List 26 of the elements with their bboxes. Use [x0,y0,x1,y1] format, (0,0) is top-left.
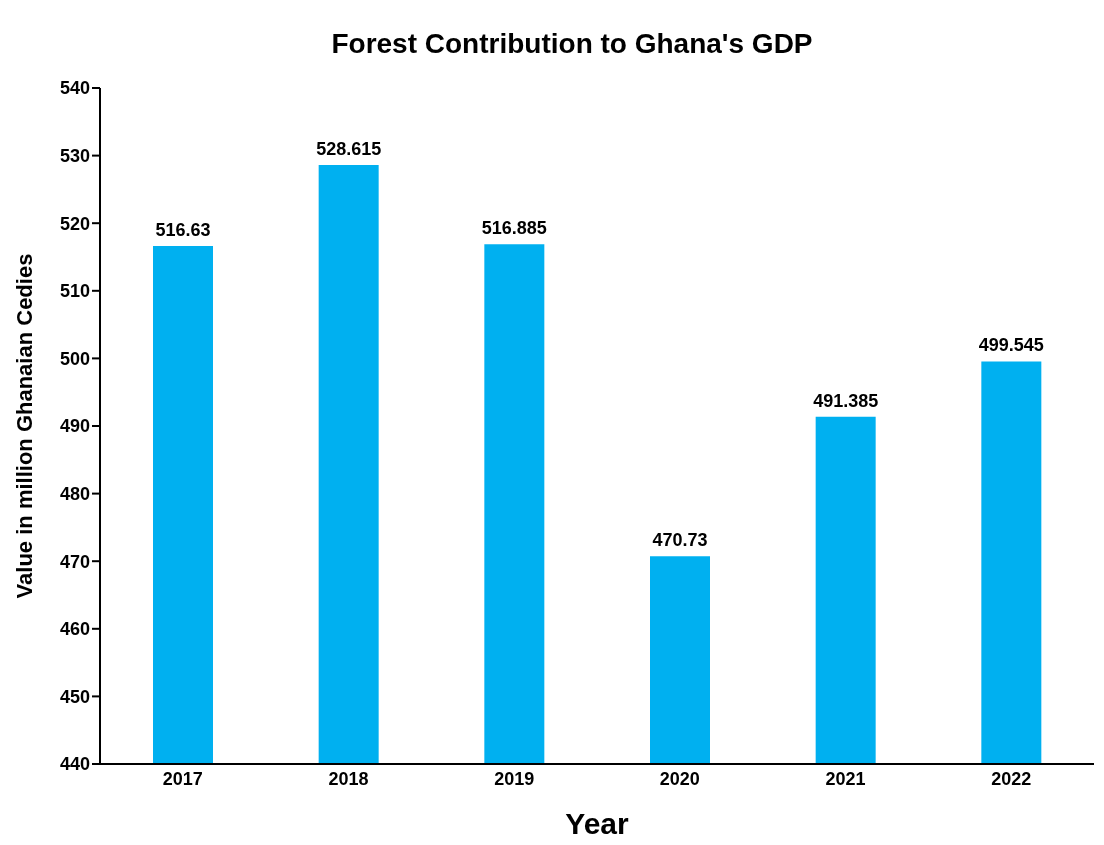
data-label: 516.885 [481,218,547,239]
y-tick-label: 510 [59,281,90,302]
y-tick-label: 490 [59,416,90,437]
y-tick-label: 440 [59,754,90,775]
x-tick-label: 2020 [659,768,700,789]
data-label: 499.545 [978,335,1044,356]
y-tick-label: 500 [59,348,90,369]
data-label: 516.63 [155,219,211,240]
y-tick-label: 450 [59,686,90,707]
y-tick-label: 530 [59,145,90,166]
x-tick-label: 2018 [328,768,369,789]
y-tick-label: 470 [59,551,90,572]
data-label: 528.615 [316,138,382,159]
y-tick-label: 480 [59,483,90,504]
data-label: 491.385 [813,390,879,411]
y-tick-label: 460 [59,619,90,640]
x-tick-label: 2019 [494,768,535,789]
chart-title: Forest Contribution to Ghana's GDP [330,27,814,61]
y-tick-label: 520 [59,213,90,234]
x-axis-title: Year [565,807,630,840]
x-tick-label: 2021 [825,768,866,789]
data-label: 470.73 [652,530,708,551]
x-tick-label: 2017 [162,768,203,789]
y-axis-title: Value in million Ghanaian Cedies [11,253,37,599]
y-tick-label: 540 [59,78,90,99]
x-tick-label: 2022 [991,768,1032,789]
